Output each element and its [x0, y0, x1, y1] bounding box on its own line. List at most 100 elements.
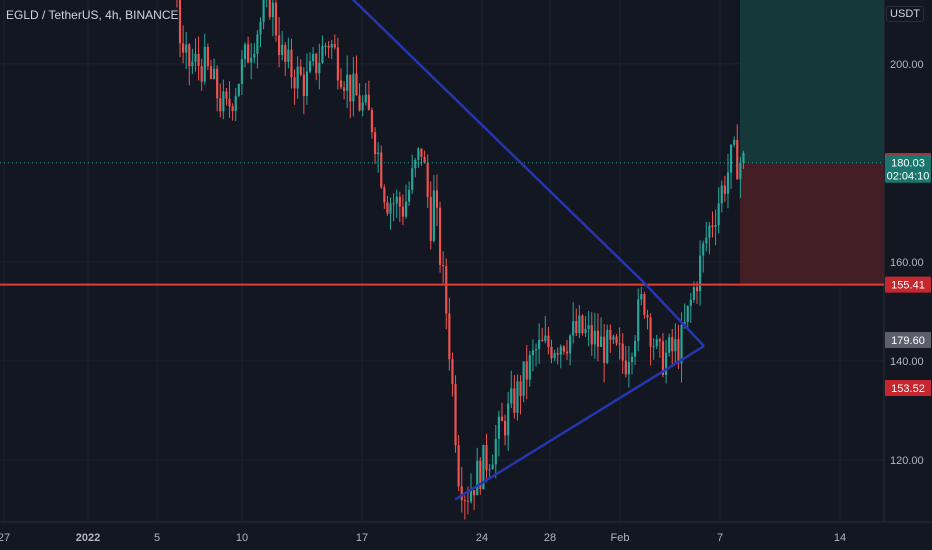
candle-body	[661, 341, 665, 375]
price-badge-countdown: 02:04:10	[887, 171, 930, 183]
candle-body	[702, 243, 705, 256]
candle-body	[569, 335, 572, 354]
candle-body	[547, 335, 550, 347]
candle-body	[500, 416, 504, 422]
candle-body	[503, 421, 507, 436]
candle-body	[603, 336, 606, 363]
candle-body	[194, 53, 197, 62]
price-badge	[885, 332, 931, 348]
candle-body	[699, 255, 702, 292]
candle-body	[318, 62, 321, 74]
candle-body	[423, 156, 426, 164]
candle-body	[404, 201, 408, 217]
candle-body	[674, 339, 677, 352]
candle-body	[729, 144, 733, 173]
chart-title: EGLD / TetherUS, 4h, BINANCE	[6, 8, 179, 22]
candle-body	[339, 80, 343, 88]
candle-body	[262, 0, 265, 22]
candle-body	[321, 46, 324, 63]
candle-body	[197, 53, 200, 67]
candle-body	[445, 266, 448, 314]
candle-body	[720, 185, 723, 204]
candle-body	[668, 337, 671, 353]
candle-body	[253, 53, 256, 58]
candle-body	[240, 59, 244, 85]
candle-body	[671, 337, 674, 352]
candle-body	[689, 299, 692, 306]
candle-body	[519, 381, 522, 397]
candle-body	[206, 46, 209, 67]
candle-body	[609, 329, 612, 340]
candle-body	[686, 305, 689, 322]
candle-body	[290, 49, 293, 78]
x-tick-label: 7	[717, 532, 723, 544]
candle-body	[200, 66, 203, 82]
candle-body	[497, 416, 500, 439]
candle-body	[593, 330, 596, 345]
candle-body	[621, 343, 624, 361]
candle-body	[463, 500, 466, 502]
candle-body	[572, 321, 575, 336]
candle-body	[630, 356, 634, 363]
candle-body	[237, 84, 240, 96]
candle-body	[528, 355, 531, 380]
candle-body	[281, 44, 284, 55]
candle-body	[624, 360, 627, 375]
candle-body	[565, 351, 569, 354]
candle-body	[222, 91, 225, 112]
candle-body	[367, 94, 370, 111]
candle-body	[274, 2, 278, 36]
candle-body	[491, 464, 494, 470]
candle-body	[185, 44, 188, 53]
y-tick-label: 120.00	[890, 455, 924, 467]
candle-body	[429, 197, 432, 241]
candle-body	[581, 315, 584, 334]
candle-body	[695, 287, 699, 292]
candle-body	[538, 339, 541, 350]
x-tick-label: 24	[476, 532, 488, 544]
candle-body	[649, 317, 652, 347]
candle-body	[386, 202, 389, 214]
candle-body	[587, 325, 590, 330]
candle-body	[454, 384, 457, 446]
candle-body	[250, 57, 253, 63]
candle-body	[426, 163, 429, 198]
candle-body	[247, 44, 250, 63]
candle-body	[457, 445, 460, 487]
candle-body	[652, 346, 655, 348]
candle-body	[733, 139, 736, 145]
candle-body	[590, 325, 593, 345]
candle-body	[584, 329, 587, 334]
price-badge	[885, 154, 931, 183]
price-badge-label: 155.41	[891, 280, 925, 292]
x-tick-label: 14	[834, 532, 846, 544]
candle-body	[346, 74, 349, 91]
candle-body	[451, 359, 454, 385]
x-tick-label: 2022	[76, 532, 100, 544]
currency-selector[interactable]: USDT	[886, 6, 924, 22]
y-tick-label: 200.00	[890, 59, 924, 71]
candle-body	[191, 61, 194, 67]
candle-body	[389, 203, 392, 214]
candle-body	[302, 74, 305, 96]
candle-body	[324, 45, 327, 47]
candle-body	[448, 313, 451, 360]
candle-body	[308, 61, 312, 72]
trendline-descending	[351, 0, 646, 285]
candle-body	[327, 45, 330, 48]
candle-body	[562, 346, 565, 352]
candle-body	[231, 106, 234, 112]
candle-body	[312, 53, 315, 62]
candle-body	[460, 486, 463, 501]
x-tick-label: 27	[0, 532, 10, 544]
candle-body	[343, 87, 346, 91]
candle-body	[432, 190, 435, 241]
stop-zone	[740, 162, 884, 285]
candle-body	[717, 203, 720, 226]
candle-body	[395, 196, 398, 204]
candle-body	[243, 44, 247, 60]
candle-body	[299, 66, 302, 75]
candle-body	[640, 294, 643, 300]
